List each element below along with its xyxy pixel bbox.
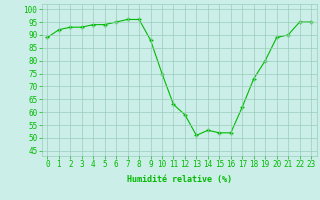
X-axis label: Humidité relative (%): Humidité relative (%) — [127, 175, 232, 184]
